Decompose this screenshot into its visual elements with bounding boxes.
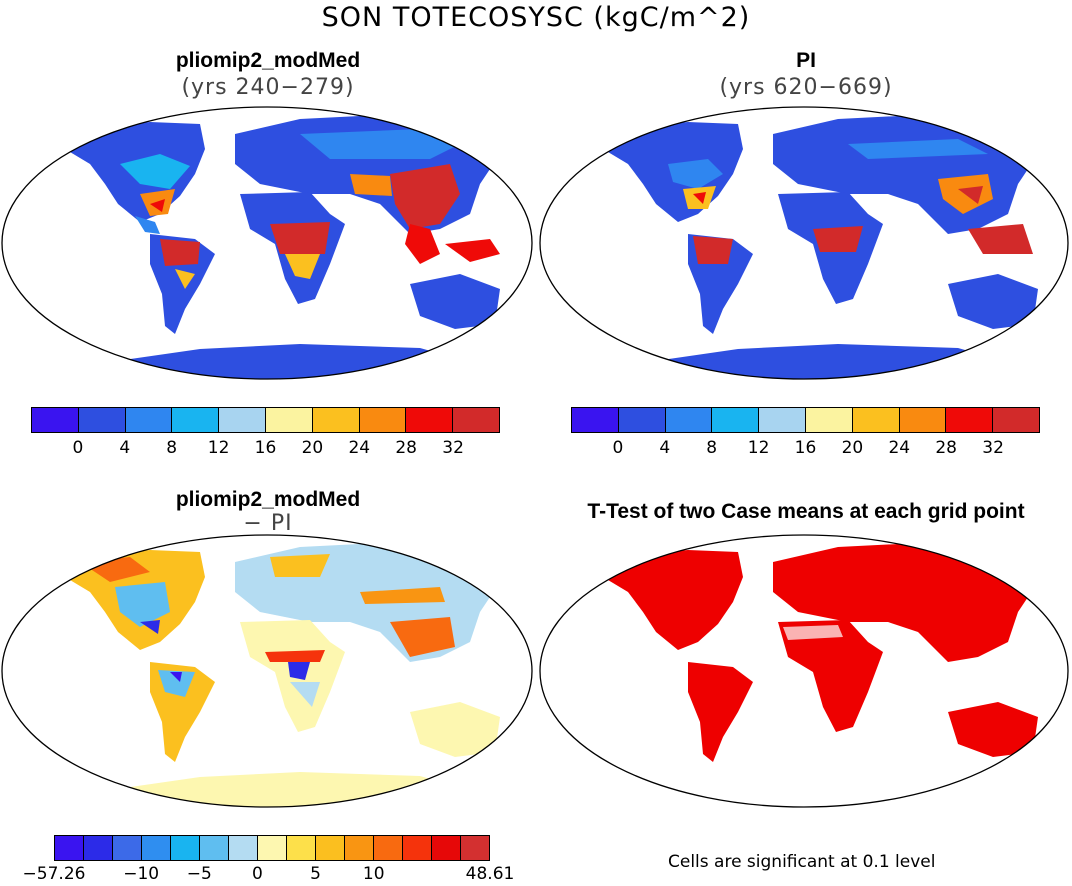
colorbar-tick-label: 32 xyxy=(982,438,1004,458)
colorbar-swatch xyxy=(993,408,1039,432)
colorbar-tick-label: 20 xyxy=(841,438,864,458)
colorbar-swatch xyxy=(171,836,200,860)
figure-title: SON TOTECOSYSC (kgC/m^2) xyxy=(321,2,751,33)
colorbar-swatch xyxy=(461,836,489,860)
colorbar-swatch xyxy=(113,836,142,860)
colorbar-tick-label: 20 xyxy=(301,438,324,458)
south-america xyxy=(150,234,215,334)
colorbar-swatch xyxy=(258,836,287,860)
colorbar-tick-label: 8 xyxy=(706,438,718,458)
colorbar-swatch xyxy=(200,836,229,860)
colorbar-panel1-ticks: 0 4 8 12 16 20 24 28 32 xyxy=(31,438,500,460)
colorbar-swatch xyxy=(287,836,316,860)
colorbar-swatch xyxy=(453,408,499,432)
colorbar-tick-label: −57.26 xyxy=(22,864,86,884)
africa xyxy=(240,192,345,304)
colorbar-tick-label: 10 xyxy=(362,864,385,884)
colorbar-panel3 xyxy=(54,835,490,861)
colorbar-swatch xyxy=(572,408,619,432)
colorbar-swatch xyxy=(759,408,806,432)
colorbar-tick-label: 4 xyxy=(659,438,671,458)
colorbar-tick-label: 32 xyxy=(442,438,464,458)
colorbar-swatch xyxy=(172,408,220,432)
colorbar-swatch xyxy=(403,836,432,860)
colorbar-tick-label: 12 xyxy=(207,438,230,458)
colorbar-swatch xyxy=(142,836,171,860)
panel1-subtitle: (yrs 240−279) xyxy=(181,75,355,100)
colorbar-tick-label: 0 xyxy=(72,438,84,458)
colorbar-tick-label: 8 xyxy=(166,438,178,458)
colorbar-swatch xyxy=(125,408,173,432)
colorbar-tick-label: 16 xyxy=(794,438,817,458)
colorbar-swatch xyxy=(229,836,258,860)
colorbar-panel3-ticks: −57.26 −10 −5 0 5 10 48.61 xyxy=(23,864,515,886)
colorbar-swatch xyxy=(374,836,403,860)
colorbar-panel2-ticks: 0 4 8 12 16 20 24 28 32 xyxy=(571,438,1040,460)
colorbar-panel2 xyxy=(571,407,1040,433)
panel4-title: T-Test of two Case means at each grid po… xyxy=(587,500,1025,523)
colorbar-swatch xyxy=(345,836,374,860)
colorbar-swatch xyxy=(32,408,79,432)
colorbar-swatch xyxy=(618,408,666,432)
colorbar-tick-label: 28 xyxy=(935,438,958,458)
australia xyxy=(410,239,500,329)
colorbar-tick-label: 4 xyxy=(119,438,131,458)
colorbar-tick-label: 48.61 xyxy=(465,864,515,884)
panel1-title: pliomip2_modMed xyxy=(175,49,361,72)
colorbar-panel1 xyxy=(31,407,500,433)
colorbar-swatch xyxy=(852,408,900,432)
colorbar-swatch xyxy=(78,408,126,432)
colorbar-swatch xyxy=(432,836,461,860)
colorbar-tick-label: 0 xyxy=(252,864,263,884)
panel2-title: PI xyxy=(796,49,816,72)
colorbar-tick-label: 16 xyxy=(254,438,277,458)
colorbar-tick-label: 5 xyxy=(310,864,322,884)
colorbar-swatch xyxy=(359,408,407,432)
map-pi xyxy=(539,106,1069,380)
map-pliomip2 xyxy=(1,106,533,380)
colorbar-swatch xyxy=(316,836,345,860)
colorbar-tick-label: −10 xyxy=(123,864,160,884)
colorbar-swatch xyxy=(805,408,853,432)
map-ttest xyxy=(539,534,1069,808)
colorbar-swatch xyxy=(312,408,360,432)
colorbar-swatch xyxy=(712,408,760,432)
colorbar-swatch xyxy=(665,408,713,432)
colorbar-tick-label: 28 xyxy=(395,438,418,458)
colorbar-swatch xyxy=(219,408,266,432)
eurasia xyxy=(235,114,500,264)
panel3-title: pliomip2_modMed xyxy=(175,488,361,511)
colorbar-swatch xyxy=(55,836,84,860)
panel2-subtitle: (yrs 620−669) xyxy=(719,75,893,100)
colorbar-swatch xyxy=(406,408,454,432)
colorbar-tick-label: 12 xyxy=(747,438,770,458)
colorbar-swatch xyxy=(84,836,113,860)
panel3-subtitle: − PI xyxy=(243,511,293,536)
map-difference xyxy=(1,534,533,808)
colorbar-tick-label: 24 xyxy=(348,438,371,458)
significance-note: Cells are significant at 0.1 level xyxy=(668,852,936,872)
colorbar-tick-label: −5 xyxy=(186,864,212,884)
colorbar-swatch xyxy=(265,408,313,432)
colorbar-swatch xyxy=(899,408,947,432)
colorbar-swatch xyxy=(946,408,994,432)
colorbar-tick-label: 24 xyxy=(888,438,911,458)
colorbar-tick-label: 0 xyxy=(612,438,624,458)
